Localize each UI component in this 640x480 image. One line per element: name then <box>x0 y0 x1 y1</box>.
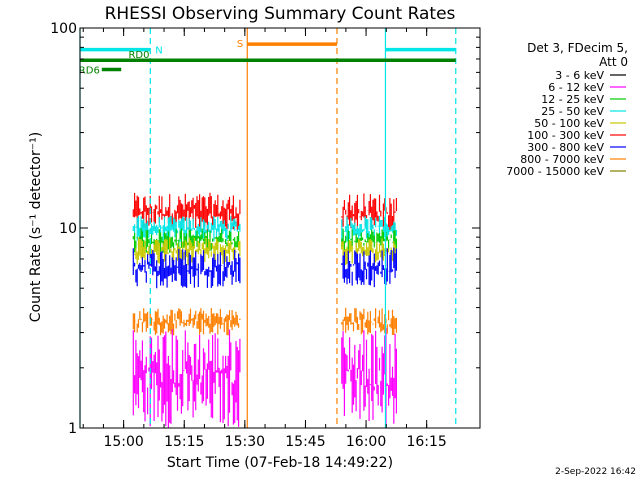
legend-label-5: 50 - 100 keV <box>534 117 604 130</box>
legend-label-4: 25 - 50 keV <box>541 105 604 118</box>
axes-layer: 15:00 15:15 15:30 15:45 16:00 16:15 1 10 100 <box>50 21 481 450</box>
legend-label-9: 7000 - 15000 keV <box>506 165 604 178</box>
legend-label-2: 6 - 12 keV <box>548 81 604 94</box>
y-tick-label-100: 100 <box>50 21 77 37</box>
series-6-12keV-interval-2 <box>341 327 397 425</box>
flag-layer: N RD0 RD6 S <box>79 39 456 77</box>
x-axis-label: Start Time (07-Feb-18 14:49:22) <box>167 455 393 471</box>
y-tick-label-1: 1 <box>68 421 77 437</box>
x-tick-label-1515: 15:15 <box>164 434 204 450</box>
series-100-300keV-interval-1 <box>132 192 241 233</box>
chart-title: RHESSI Observing Summary Count Rates <box>105 4 456 24</box>
y-axis-label: Count Rate (s⁻¹ detector⁻¹) <box>28 132 44 322</box>
flag-label-rd0: RD0 <box>128 50 149 61</box>
legend-label-6: 100 - 300 keV <box>527 129 604 142</box>
x-tick-label-1545: 15:45 <box>285 434 325 450</box>
flag-label-rd6: RD6 <box>79 66 100 77</box>
legend-label-8: 800 - 7000 keV <box>520 153 604 166</box>
series-300-800keV-interval-2 <box>341 247 397 288</box>
footer-timestamp: 2-Sep-2022 16:42 <box>555 467 636 477</box>
flag-label-s: S <box>237 39 243 50</box>
series-300-800keV-interval-1 <box>132 248 241 289</box>
series-100-300keV-interval-2 <box>341 193 397 232</box>
y-tick-label-10: 10 <box>59 221 77 237</box>
legend-header-line-2: Att 0 <box>599 55 628 69</box>
x-tick-label-1600: 16:00 <box>346 434 386 450</box>
legend-label-1: 3 - 6 keV <box>555 69 604 82</box>
legend-header-line-1: Det 3, FDecim 5, <box>527 41 628 55</box>
series-6-12keV-interval-1 <box>132 329 241 428</box>
series-800-7000keV-interval-2 <box>341 307 397 335</box>
series-25-50keV-interval-2 <box>341 215 397 242</box>
x-tick-label-1530: 15:30 <box>225 434 265 450</box>
flag-label-n: N <box>155 46 162 57</box>
series-800-7000keV-interval-1 <box>132 308 241 336</box>
x-tick-label-1500: 15:00 <box>103 434 143 450</box>
series-layer <box>132 192 397 428</box>
legend-label-3: 12 - 25 keV <box>541 93 604 106</box>
x-tick-label-1615: 16:15 <box>406 434 446 450</box>
legend-label-7: 300 - 800 keV <box>527 141 604 154</box>
